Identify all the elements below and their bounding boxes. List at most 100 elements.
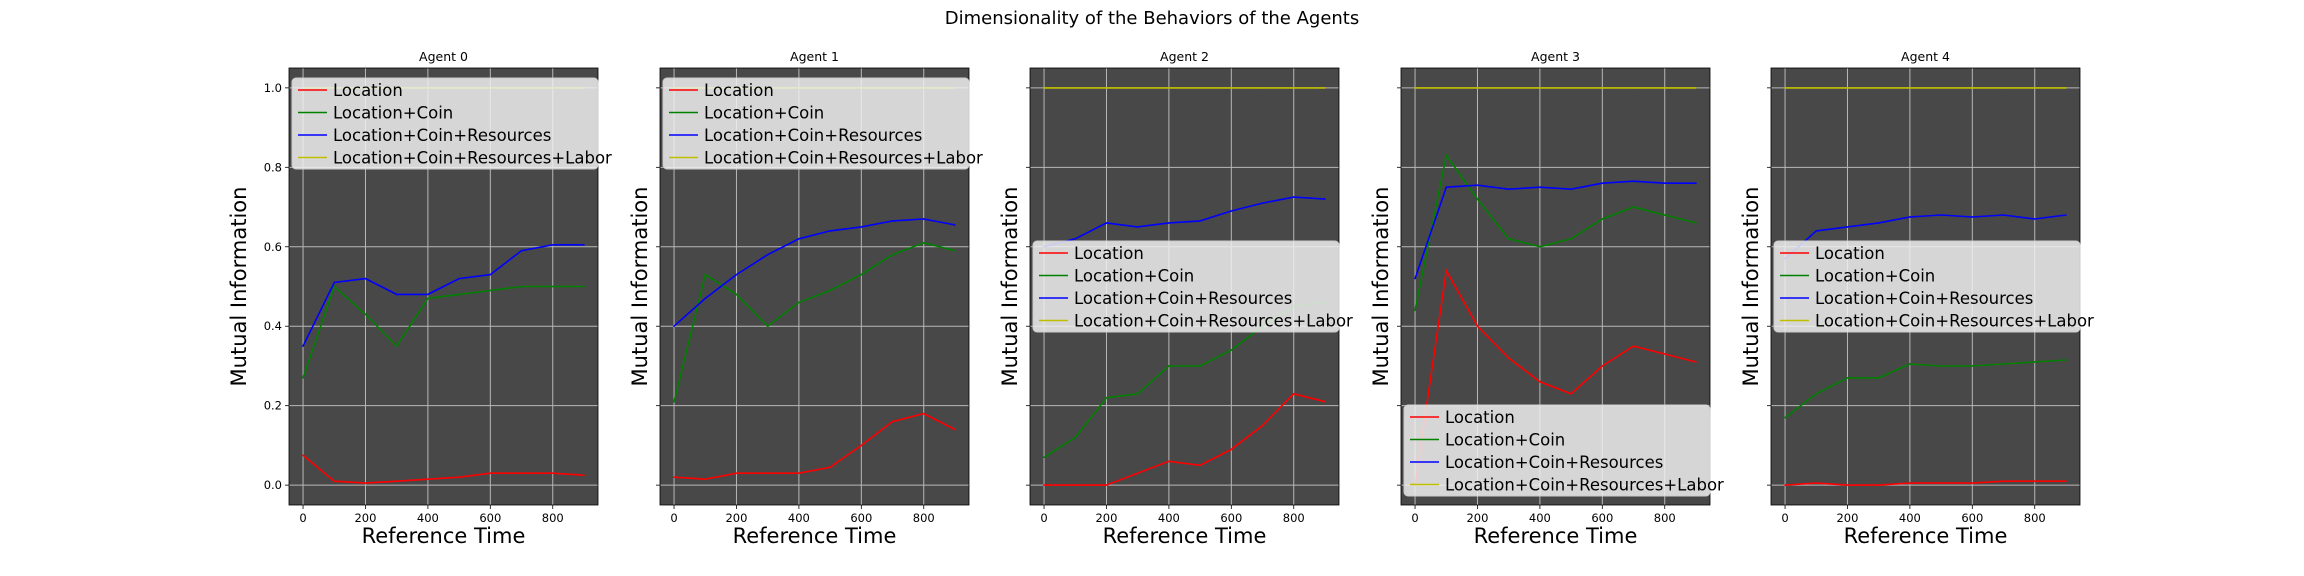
data-point <box>1476 87 1479 89</box>
data-point <box>520 249 523 252</box>
panel-agent-4: 0 200 400 600 800 Agent 4 Reference Time Mutual… <box>1739 49 2094 548</box>
data-point <box>1570 238 1572 240</box>
data-point <box>1570 392 1572 395</box>
x-tick-label: 400 <box>1529 511 1551 525</box>
x-tick-label: 400 <box>417 511 439 525</box>
x-tick-label: 800 <box>1654 511 1676 525</box>
panel-title: Agent 2 <box>1160 49 1209 64</box>
x-axis-label: Reference Time <box>1103 524 1267 548</box>
legend-label: Location <box>1445 408 1515 427</box>
data-point <box>1324 400 1326 403</box>
series-line-location <box>1044 392 1326 486</box>
data-point <box>891 253 894 256</box>
data-point <box>829 466 831 469</box>
data-point <box>2033 218 2036 220</box>
data-point <box>1445 154 1448 157</box>
data-point <box>1784 87 1786 89</box>
legend-label: Location+Coin+Resources+Labor <box>1445 476 1724 495</box>
data-point <box>2033 87 2036 89</box>
data-point <box>1663 353 1666 355</box>
x-tick-label: 200 <box>354 511 376 525</box>
data-point <box>1877 222 1880 224</box>
data-point <box>302 454 304 457</box>
data-point <box>1539 381 1541 383</box>
data-point <box>2065 87 2067 89</box>
data-point <box>1539 87 1541 89</box>
series-line-location <box>1414 268 1697 486</box>
axes-frame <box>288 67 599 506</box>
data-point <box>551 285 554 288</box>
data-point <box>1261 202 1264 204</box>
panel-title: Agent 0 <box>419 49 468 64</box>
data-point <box>1663 87 1666 89</box>
data-point <box>1445 87 1448 89</box>
data-point <box>2065 214 2067 216</box>
data-point <box>1570 188 1572 190</box>
x-tick-label: 400 <box>1158 511 1180 525</box>
data-point <box>1632 87 1635 89</box>
data-point <box>1971 216 1974 218</box>
data-point <box>735 273 738 276</box>
data-point <box>1846 87 1849 89</box>
data-point <box>1168 460 1170 463</box>
panel-title: Agent 4 <box>1901 49 1950 64</box>
data-point <box>704 273 707 276</box>
data-point <box>1539 245 1541 248</box>
data-point <box>1414 87 1416 89</box>
legend-label: Location+Coin+Resources+Labor <box>333 149 612 168</box>
data-point <box>860 444 863 447</box>
data-point <box>1877 377 1880 379</box>
x-tick-label: 800 <box>2024 511 2046 525</box>
data-point <box>1877 87 1880 89</box>
data-point <box>1292 87 1295 89</box>
data-point <box>1445 269 1448 272</box>
data-point <box>673 476 675 478</box>
x-tick-label: 400 <box>1899 511 1921 525</box>
data-point <box>1695 361 1697 363</box>
data-point <box>1815 482 1818 484</box>
data-point <box>1507 188 1510 190</box>
data-point <box>1909 216 1911 218</box>
data-point <box>1476 325 1479 328</box>
data-point <box>1909 363 1911 365</box>
legend-label: Location+Coin <box>1815 267 1935 286</box>
data-point <box>1940 87 1942 89</box>
x-tick-label: 400 <box>788 511 810 525</box>
data-point <box>1105 87 1108 89</box>
panel-agent-1: 0 200 400 600 800 Agent 1 Reference Time Mutual… <box>628 49 983 548</box>
data-point <box>1507 87 1510 89</box>
x-tick-label: 800 <box>1283 511 1305 525</box>
data-point <box>583 285 585 288</box>
legend-label: Location <box>1074 244 1144 263</box>
data-point <box>2002 87 2005 89</box>
legend-label: Location+Coin+Resources <box>333 126 551 145</box>
data-point <box>1940 365 1942 367</box>
data-point <box>1168 87 1170 89</box>
x-tick-label: 800 <box>542 511 564 525</box>
data-point <box>1414 277 1416 280</box>
data-point <box>1601 218 1604 220</box>
legend-label: Location+Coin+Resources <box>1074 289 1292 308</box>
data-point <box>766 253 769 256</box>
data-point <box>829 289 831 292</box>
data-point <box>551 243 554 246</box>
y-tick-label: 0.8 <box>264 160 282 174</box>
data-point <box>458 277 460 280</box>
series-line-location-coin <box>1414 153 1697 311</box>
series-line-location <box>673 412 956 481</box>
legend: Location Location+Coin Location+Coin+Resou… <box>1773 240 2094 333</box>
legend-label: Location <box>704 81 774 100</box>
data-point <box>922 218 925 220</box>
data-point <box>1043 456 1045 459</box>
data-point <box>1940 482 1942 484</box>
data-point <box>1074 87 1077 89</box>
data-point <box>1199 87 1201 89</box>
data-point <box>1971 87 1974 89</box>
data-point <box>798 472 800 475</box>
data-point <box>1570 87 1572 89</box>
data-point <box>922 242 925 244</box>
data-point <box>1815 230 1818 232</box>
data-point <box>860 273 863 276</box>
series-line-location-coin-resources <box>1784 214 2067 260</box>
